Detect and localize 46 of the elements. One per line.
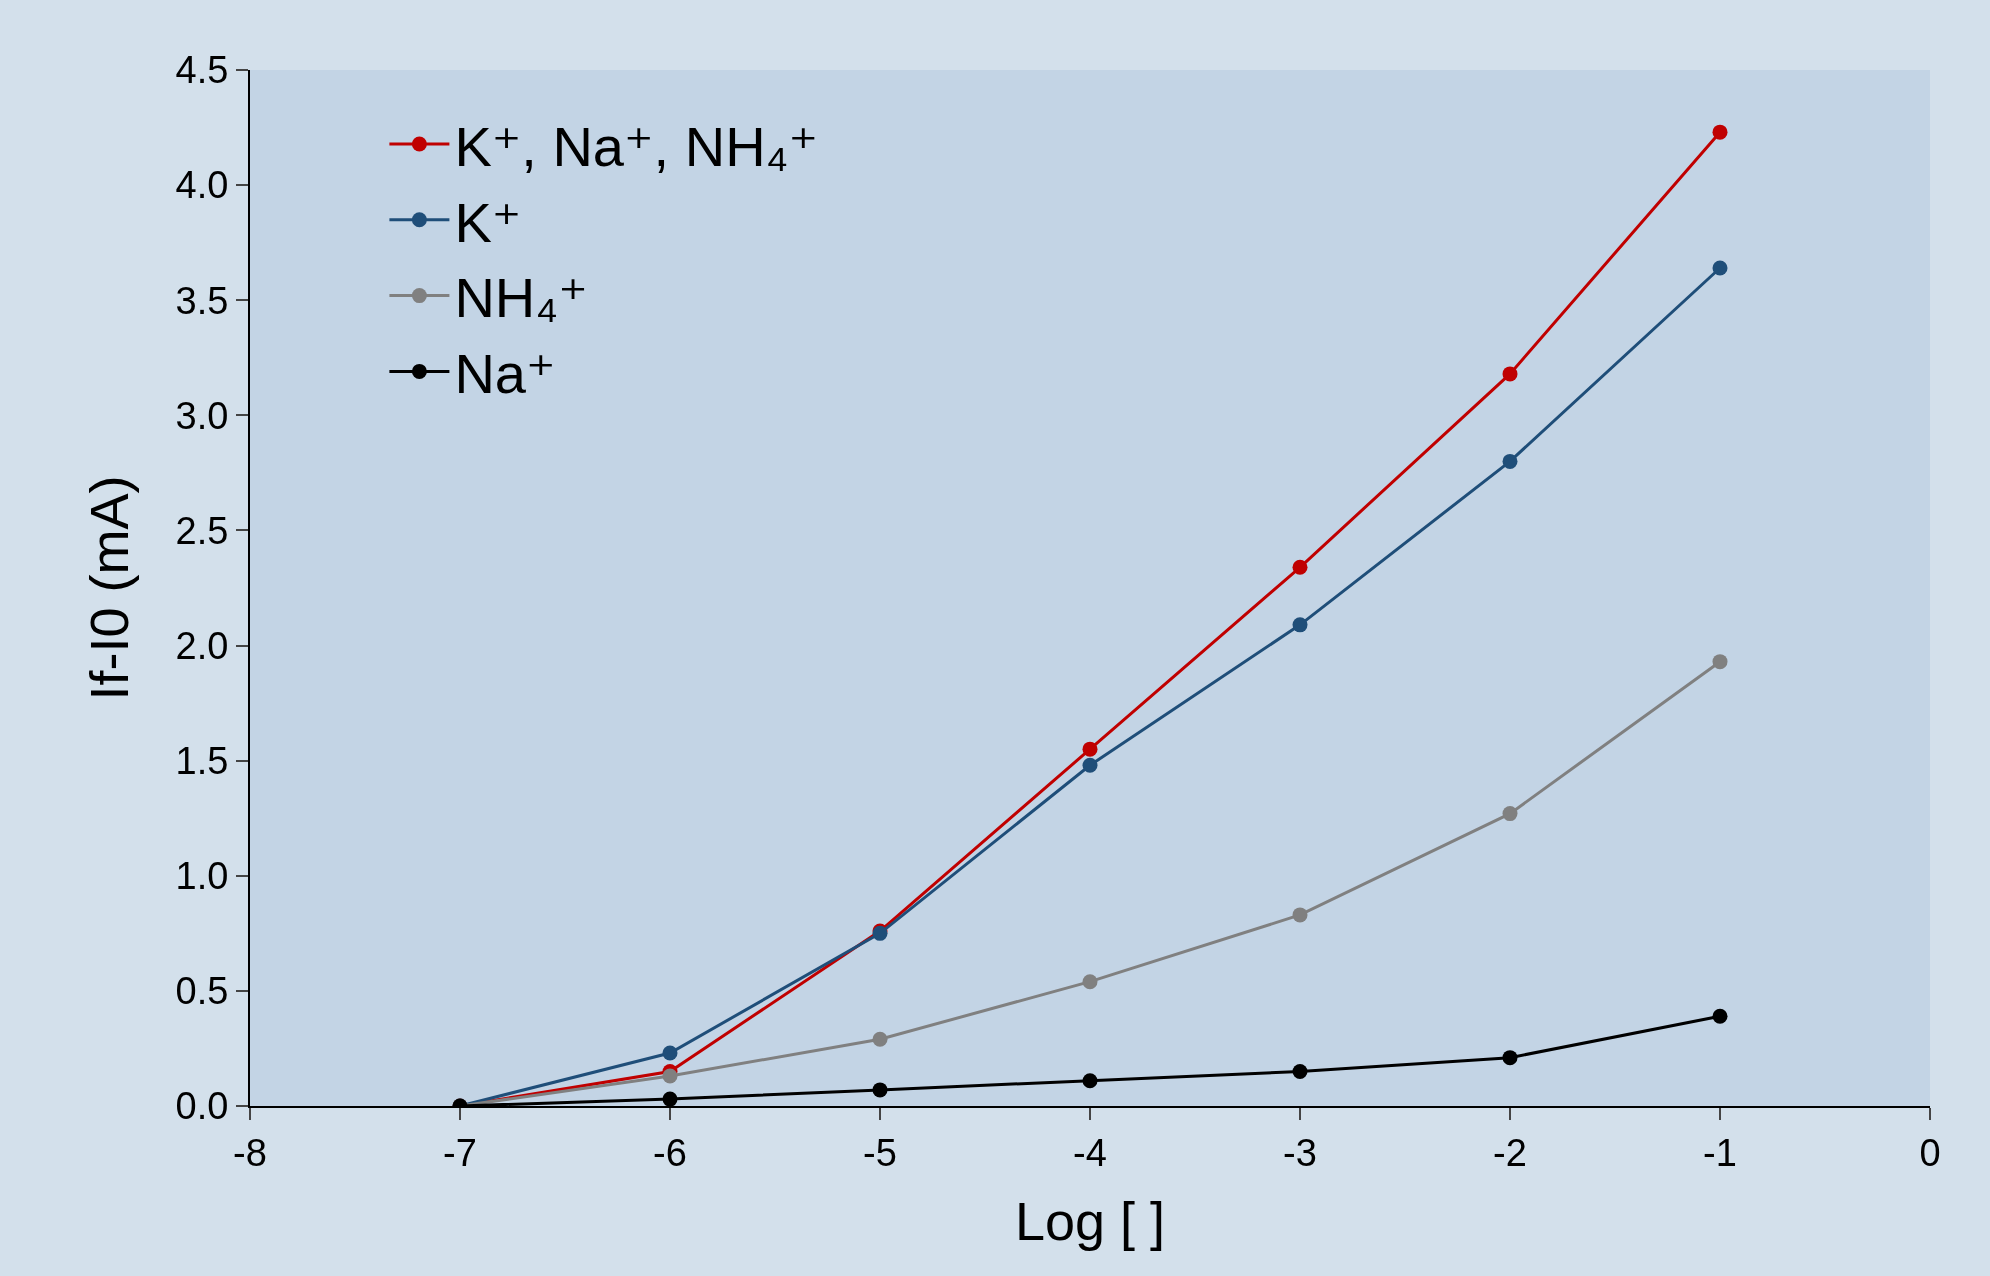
x-tick-label: -6 — [653, 1131, 687, 1174]
point — [1082, 974, 1098, 990]
y-tick-label: 1.5 — [175, 739, 229, 782]
y-tick-label: 4.0 — [175, 164, 229, 207]
point — [872, 1082, 888, 1098]
x-tick-label: -1 — [1703, 1131, 1737, 1174]
y-axis-title: If-I0 (mA) — [78, 475, 139, 701]
y-tick-label: 1.0 — [175, 855, 229, 898]
legend-label: Na⁺ — [454, 342, 556, 406]
x-axis-title: Log [ ] — [1014, 1191, 1166, 1252]
x-tick-label: -2 — [1493, 1131, 1527, 1174]
y-tick-label: 0.5 — [175, 970, 229, 1013]
x-tick-label: -4 — [1073, 1131, 1107, 1174]
y-tick-label: 2.5 — [175, 509, 229, 552]
point — [662, 1068, 678, 1084]
point — [1292, 907, 1308, 923]
point — [1712, 654, 1728, 670]
point — [1712, 260, 1728, 276]
point — [1082, 1073, 1098, 1089]
point — [1502, 1050, 1518, 1066]
y-tick-label: 4.5 — [175, 49, 229, 92]
point — [1082, 741, 1098, 757]
point — [1502, 366, 1518, 382]
y-tick-label: 3.5 — [175, 279, 229, 322]
legend-label: K⁺, Na⁺, NH₄⁺ — [454, 114, 818, 178]
legend-label: K⁺ — [454, 190, 522, 254]
point — [1712, 1008, 1728, 1024]
x-tick-label: -7 — [443, 1131, 477, 1174]
y-tick-label: 0.0 — [175, 1085, 229, 1128]
point — [662, 1091, 678, 1106]
x-tick-label: -5 — [863, 1131, 897, 1174]
point — [1502, 453, 1518, 469]
point — [1292, 617, 1308, 633]
point — [1502, 806, 1518, 822]
point — [1712, 124, 1728, 140]
point — [662, 1045, 678, 1061]
x-tick-label: 0 — [1919, 1131, 1941, 1174]
x-tick-label: -8 — [233, 1131, 267, 1174]
legend-label: NH₄⁺ — [454, 266, 588, 330]
point — [872, 1031, 888, 1047]
point — [1292, 1063, 1308, 1079]
y-tick-label: 3.0 — [175, 394, 229, 437]
point — [1082, 757, 1098, 773]
y-tick-label: 2.0 — [175, 624, 229, 667]
x-tick-label: -3 — [1283, 1131, 1317, 1174]
point — [1292, 559, 1308, 575]
